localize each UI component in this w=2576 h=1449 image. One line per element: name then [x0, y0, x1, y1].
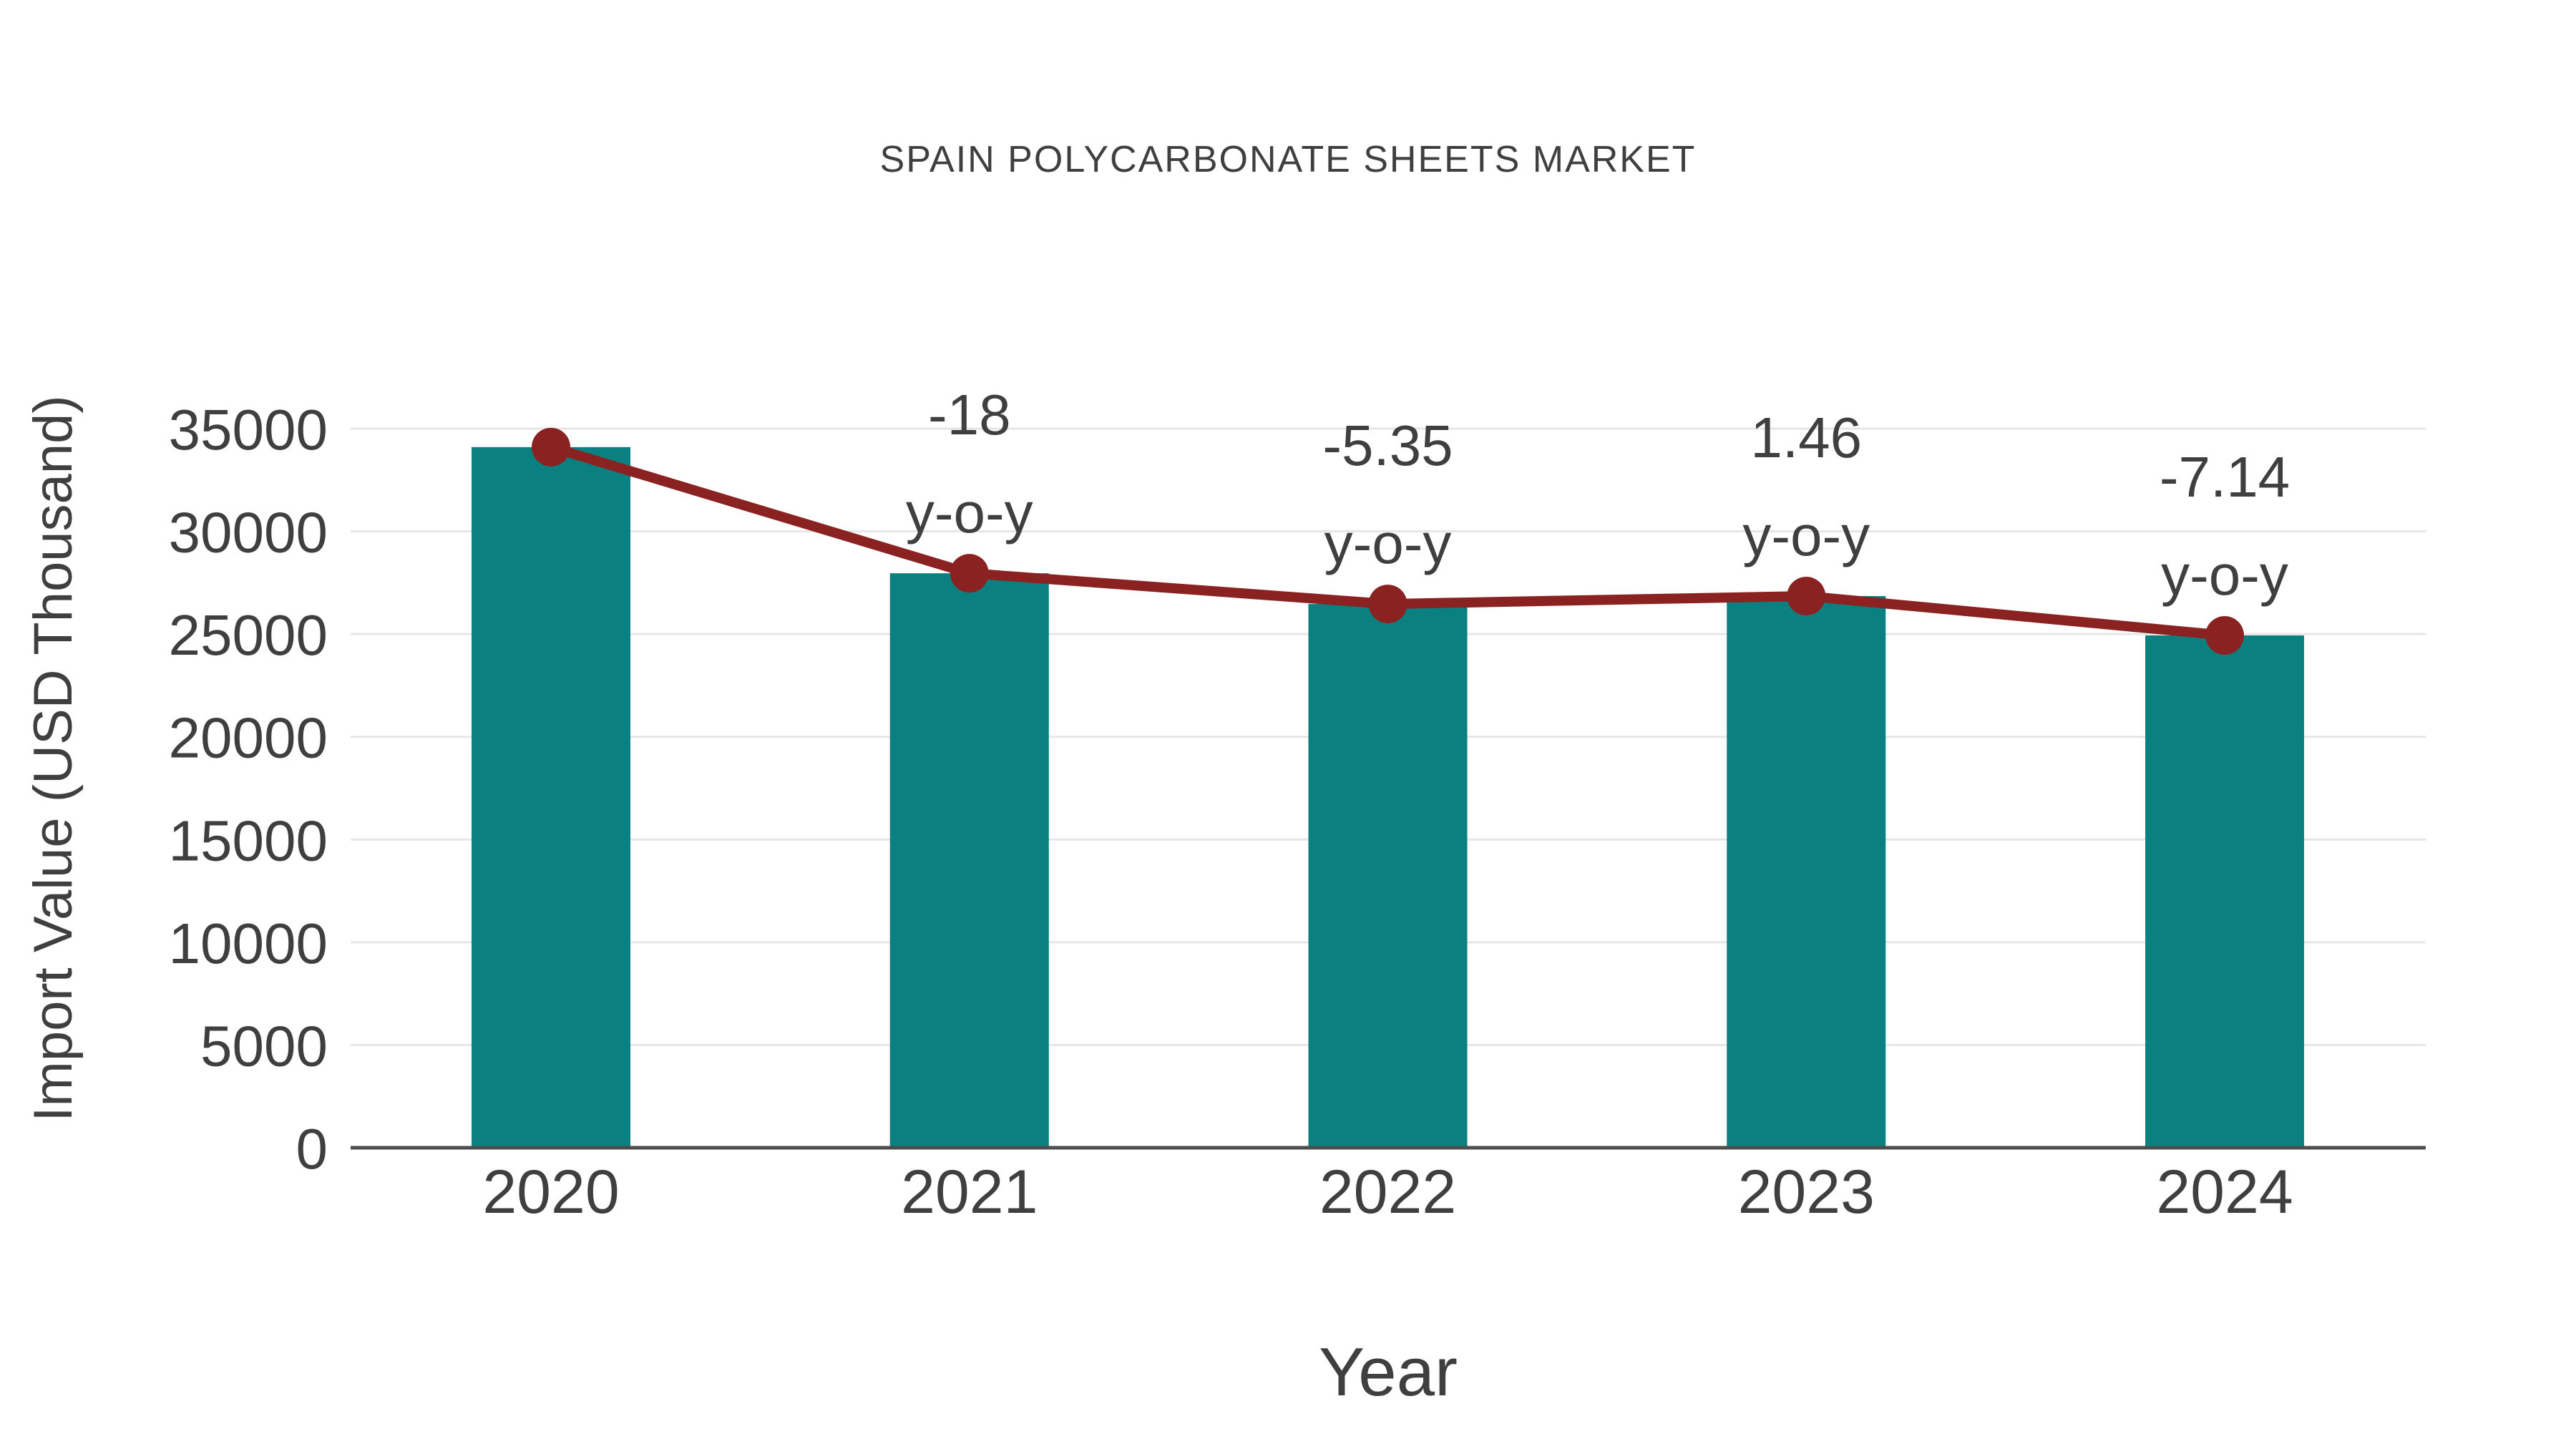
line-marker — [2205, 616, 2244, 655]
bar — [1727, 596, 1886, 1148]
line-marker — [532, 427, 570, 467]
x-tick-label: 2021 — [901, 1158, 1038, 1226]
y-tick-label: 10000 — [169, 912, 328, 975]
bar — [1308, 604, 1468, 1148]
y-tick-label: 35000 — [169, 398, 328, 462]
x-tick-label: 2024 — [2156, 1158, 2293, 1226]
line-marker — [950, 554, 989, 593]
bar — [2145, 635, 2304, 1148]
y-tick-label: 25000 — [169, 603, 328, 667]
annotations-layer: -18 y-o-y -5.35 y-o-y 1.46 y-o-y -7.14 y-o-y — [906, 383, 2290, 607]
y-tick-label: 20000 — [169, 706, 328, 770]
y-tick-label: 5000 — [200, 1014, 328, 1078]
annotation-value: 1.46 — [1750, 406, 1862, 469]
bars-layer — [472, 447, 2304, 1148]
line-layer — [532, 427, 2244, 655]
annotation-label: y-o-y — [2161, 543, 2288, 607]
x-tick-label: 2020 — [482, 1158, 619, 1226]
chart-title: SPAIN POLYCARBONATE SHEETS MARKET — [880, 139, 1697, 180]
y-tick-label: 0 — [296, 1117, 328, 1181]
x-tick-label: 2022 — [1319, 1158, 1456, 1226]
line-marker — [1787, 577, 1826, 616]
bar — [472, 447, 630, 1148]
annotation-label: y-o-y — [906, 481, 1033, 545]
line-marker — [1368, 585, 1407, 624]
annotation-value: -7.14 — [2160, 445, 2290, 509]
axis-layer: 0 5000 10000 15000 20000 25000 30000 35000 2020 2… — [169, 398, 2426, 1226]
x-axis-title: Year — [1319, 1334, 1458, 1410]
x-tick-label: 2023 — [1738, 1158, 1875, 1226]
annotation-label: y-o-y — [1324, 512, 1452, 575]
y-tick-label: 15000 — [169, 809, 328, 872]
y-tick-label: 30000 — [169, 501, 328, 565]
annotation-label: y-o-y — [1742, 504, 1870, 567]
bar — [889, 573, 1049, 1148]
annotation-value: -18 — [928, 383, 1011, 447]
y-axis-title: Import Value (USD Thousand) — [23, 395, 84, 1121]
annotation-value: -5.35 — [1322, 414, 1453, 477]
